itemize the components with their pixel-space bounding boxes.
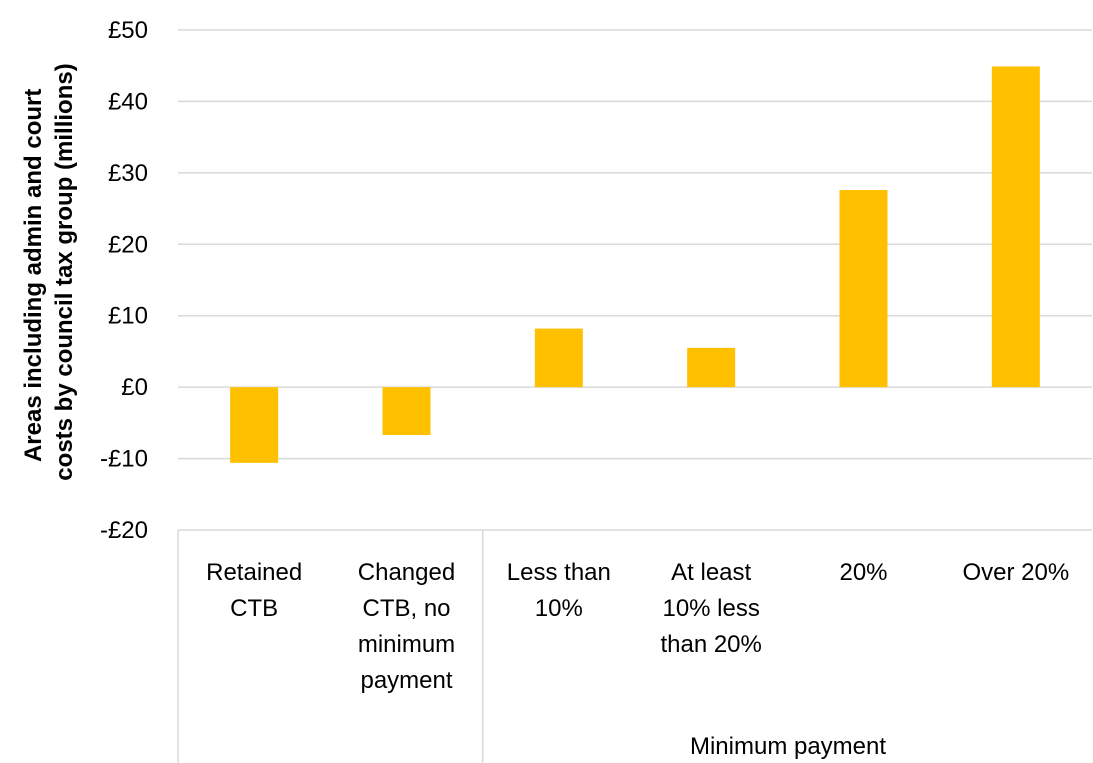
category-labels: Retained CTB Changed CTB, no minimum payment L…: [206, 559, 1069, 694]
gridlines: [177, 29, 1092, 763]
group-label: Minimum payment: [690, 733, 886, 760]
bar: [839, 190, 888, 388]
y-tick-label: £10: [108, 303, 148, 330]
bar: [534, 328, 583, 388]
category-label: Over 20%: [962, 559, 1069, 586]
y-axis-label-line-1: Areas including admin and court: [20, 89, 47, 462]
category-label-line: 10% less: [662, 595, 759, 622]
y-tick-labels: -£20 -£10 £0 £10 £20 £30 £40 £50: [100, 17, 148, 544]
y-tick-label: £30: [108, 160, 148, 187]
category-label-line: At least: [671, 559, 751, 586]
category-label-line: payment: [360, 667, 452, 694]
y-axis-label-line-2: costs by council tax group (millions): [51, 63, 78, 480]
category-label-line: Retained: [206, 559, 302, 586]
category-label-line: Changed: [358, 559, 455, 586]
bar: [687, 347, 736, 388]
y-tick-label: £0: [121, 374, 148, 401]
category-label-line: CTB, no: [362, 595, 450, 622]
bar: [382, 387, 431, 435]
category-label: At least 10% less than 20%: [660, 559, 761, 658]
category-label: Retained CTB: [206, 559, 302, 622]
category-label-line: Over 20%: [962, 559, 1069, 586]
category-label: 20%: [839, 559, 887, 586]
category-label-line: CTB: [230, 595, 278, 622]
category-label-line: 10%: [535, 595, 583, 622]
y-tick-label: -£10: [100, 446, 148, 473]
category-label-line: 20%: [839, 559, 887, 586]
category-label: Changed CTB, no minimum payment: [358, 559, 455, 694]
category-label-line: minimum: [358, 631, 455, 658]
y-tick-label: £20: [108, 231, 148, 258]
bar: [991, 66, 1040, 388]
category-label-line: Less than: [507, 559, 611, 586]
bar: [230, 387, 279, 463]
y-axis-label: Areas including admin and court costs by…: [20, 63, 78, 480]
category-label: Less than 10%: [507, 559, 611, 622]
bars: [230, 66, 1040, 463]
y-tick-label: £50: [108, 17, 148, 44]
y-tick-label: -£20: [100, 517, 148, 544]
category-label-line: than 20%: [660, 631, 761, 658]
y-tick-label: £40: [108, 88, 148, 115]
